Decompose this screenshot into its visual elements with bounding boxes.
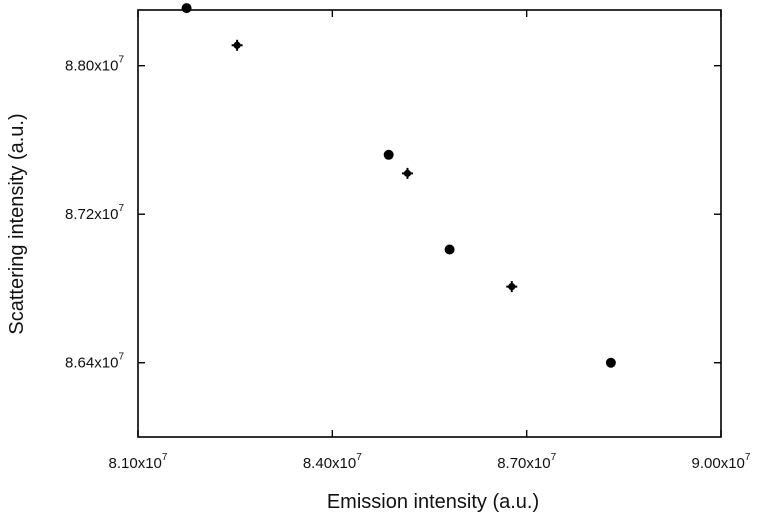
y-tick-exponent: 7 [118, 203, 124, 214]
x-tick-mantissa: 8.70x10 [497, 455, 550, 472]
x-tick-exponent: 7 [551, 452, 557, 463]
plot-area [137, 9, 722, 438]
x-tick-mantissa: 8.10x10 [109, 455, 162, 472]
x-tick-exponent: 7 [745, 452, 751, 463]
y-tick-exponent: 7 [118, 352, 124, 363]
x-tick-label: 8.70x107 [497, 452, 556, 472]
x-tick-exponent: 7 [162, 452, 168, 463]
x-tick-label: 8.40x107 [303, 452, 362, 472]
data-point-cross [506, 281, 518, 293]
plot-frame [137, 9, 722, 438]
x-tick-mantissa: 8.40x10 [303, 455, 356, 472]
x-tick-exponent: 7 [356, 452, 362, 463]
y-tick-label: 8.72x107 [65, 203, 124, 223]
data-point-cross [401, 167, 413, 179]
data-point-circle [444, 244, 455, 255]
y-tick-mantissa: 8.72x10 [65, 206, 118, 223]
x-tick-label: 9.00x107 [692, 452, 751, 472]
data-point-circle [181, 3, 192, 14]
data-points [181, 3, 616, 368]
data-point-circle [605, 357, 616, 368]
data-point-cross [231, 39, 243, 51]
data-point-circle [383, 149, 394, 160]
y-tick-mantissa: 8.80x10 [65, 58, 118, 75]
x-axis-title: Emission intensity (a.u.) [327, 491, 539, 513]
x-tick-mantissa: 9.00x10 [692, 455, 745, 472]
y-axis-title: Scattering intensity (a.u.) [6, 113, 28, 334]
y-tick-mantissa: 8.64x10 [65, 355, 118, 372]
y-tick-label: 8.64x107 [65, 352, 124, 372]
x-tick-label: 8.10x107 [109, 452, 168, 472]
y-tick-label: 8.80x107 [65, 55, 124, 75]
y-tick-exponent: 7 [118, 55, 124, 66]
x-axis: 8.10x107 8.40x107 8.70x107 9.00x107 [109, 10, 751, 472]
